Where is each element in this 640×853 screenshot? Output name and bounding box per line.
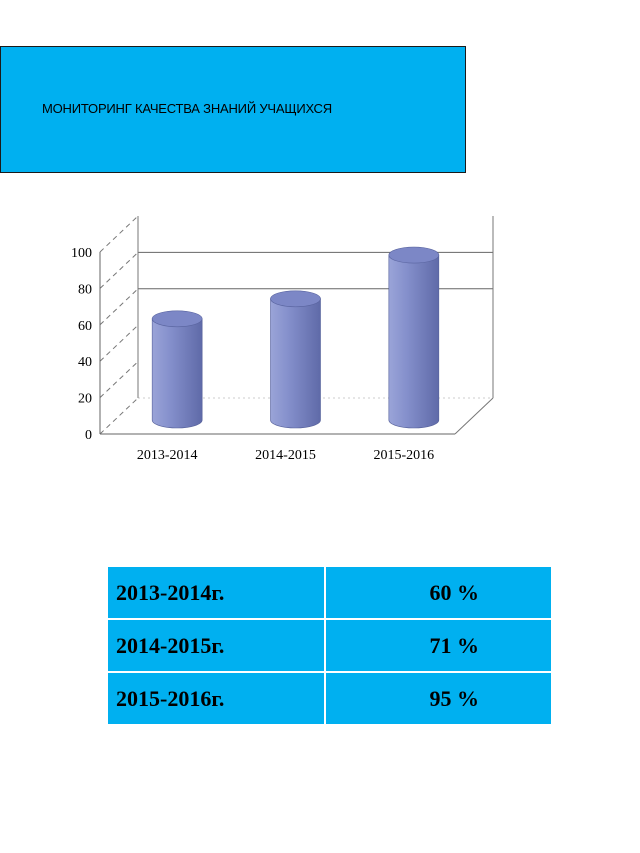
y-tick-label: 100 [71,246,92,261]
page-title: МОНИТОРИНГ КАЧЕСТВА ЗНАНИЙ УЧАЩИХСЯ [42,101,332,116]
bar-body [388,254,440,429]
bar-body [151,318,203,429]
table-cell-year: 2013-2014г. [105,565,327,620]
table-cell-year: 2014-2015г. [105,618,327,673]
x-tick-label: 2015-2016 [373,448,434,463]
bar [388,246,440,429]
table-cell-value: 60 % [324,565,553,620]
table-row: 2014-2015г. 71 % [105,618,553,673]
table-row: 2015-2016г. 95 % [105,671,553,726]
bar-body [270,298,321,429]
y-tick-label: 0 [85,428,92,443]
table-cell-year: 2015-2016г. [105,671,327,726]
x-tick-label: 2014-2015 [255,448,316,463]
title-box [0,46,466,173]
chart-x-ticks: 2013-2014 2014-2015 2015-2016 [137,448,434,463]
side-wall-gridline [99,288,139,326]
side-wall-gridline [99,215,139,253]
y-tick-label: 40 [78,355,92,370]
table-row: 2013-2014г. 60 % [105,565,553,620]
bar-chart: 0 20 40 60 80 100 2013-2014 2014-2015 2015-2016 [71,215,494,463]
floor-right-edge [454,397,494,435]
table-cell-value: 95 % [324,671,553,726]
x-tick-label: 2013-2014 [137,448,198,463]
y-tick-label: 20 [78,392,92,407]
bar [151,310,203,429]
bar-top [388,246,440,264]
side-wall-gridline [99,361,139,398]
side-wall-gridline [99,324,139,362]
data-table: 2013-2014г. 60 % 2014-2015г. 71 % 2015-2… [105,565,553,726]
side-wall-gridline [99,397,139,435]
bar-top [270,290,321,308]
y-tick-label: 80 [78,282,92,297]
y-tick-label: 60 [78,319,92,334]
table-cell-value: 71 % [324,618,553,673]
chart-y-ticks: 0 20 40 60 80 100 [71,246,92,443]
chart-bars [151,246,440,429]
chart-axes [99,216,494,435]
side-wall-gridline [99,252,139,289]
bar [270,290,321,429]
bar-top [151,310,203,328]
